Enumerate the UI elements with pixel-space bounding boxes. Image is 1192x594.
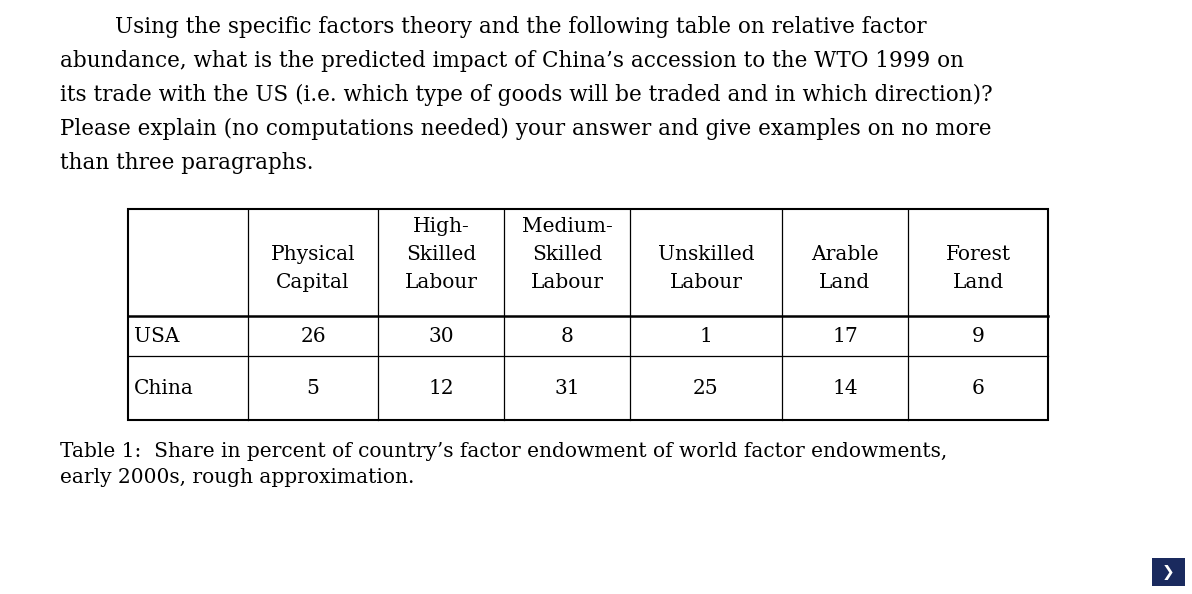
Text: Capital: Capital: [277, 273, 349, 292]
Text: 9: 9: [971, 327, 985, 346]
Bar: [128, 209, 1048, 420]
Text: 31: 31: [554, 378, 579, 397]
Text: early 2000s, rough approximation.: early 2000s, rough approximation.: [60, 468, 415, 487]
Text: 30: 30: [428, 327, 454, 346]
Text: Unskilled: Unskilled: [658, 245, 755, 264]
Text: 6: 6: [971, 378, 985, 397]
Text: ❯: ❯: [1162, 564, 1175, 580]
Text: Please explain (no computations needed) your answer and give examples on no more: Please explain (no computations needed) …: [60, 118, 992, 140]
Text: 17: 17: [832, 327, 858, 346]
Text: 1: 1: [700, 327, 713, 346]
Text: Land: Land: [819, 273, 870, 292]
Text: 25: 25: [694, 378, 719, 397]
Text: Forest: Forest: [945, 245, 1011, 264]
Text: Medium-: Medium-: [522, 217, 613, 236]
Text: its trade with the US (i.e. which type of goods will be traded and in which dire: its trade with the US (i.e. which type o…: [60, 84, 993, 106]
Text: Labour: Labour: [404, 273, 478, 292]
Text: Table 1:  Share in percent of country’s factor endowment of world factor endowme: Table 1: Share in percent of country’s f…: [60, 442, 948, 461]
Text: 12: 12: [428, 378, 454, 397]
Text: USA: USA: [134, 327, 180, 346]
Text: 14: 14: [832, 378, 858, 397]
Text: Physical: Physical: [271, 245, 355, 264]
Text: Using the specific factors theory and the following table on relative factor: Using the specific factors theory and th…: [60, 16, 926, 38]
Bar: [1151, 558, 1185, 586]
Text: China: China: [134, 378, 194, 397]
Text: 8: 8: [560, 327, 573, 346]
Text: 5: 5: [306, 378, 319, 397]
Text: 26: 26: [300, 327, 325, 346]
Text: than three paragraphs.: than three paragraphs.: [60, 152, 313, 174]
Text: High-: High-: [412, 217, 470, 236]
Text: abundance, what is the predicted impact of China’s accession to the WTO 1999 on: abundance, what is the predicted impact …: [60, 50, 964, 72]
Text: Arable: Arable: [812, 245, 879, 264]
Text: Labour: Labour: [670, 273, 743, 292]
Text: Skilled: Skilled: [405, 245, 476, 264]
Text: Labour: Labour: [530, 273, 603, 292]
Text: Land: Land: [952, 273, 1004, 292]
Text: Skilled: Skilled: [532, 245, 602, 264]
